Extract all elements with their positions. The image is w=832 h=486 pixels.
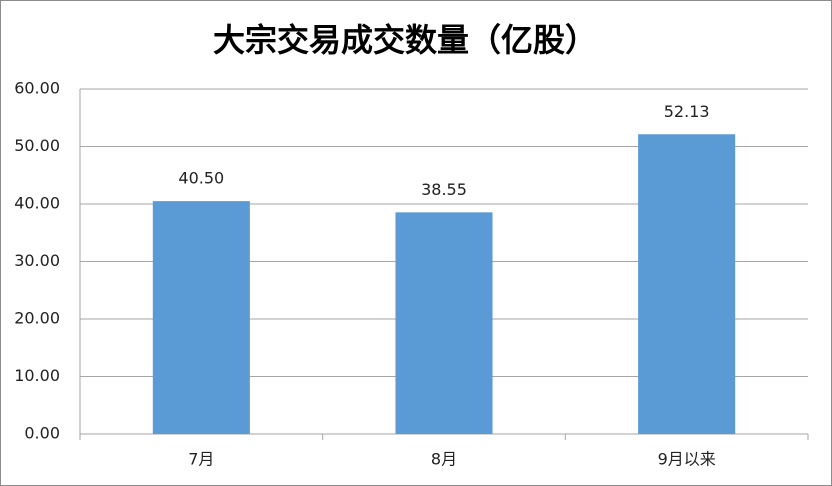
y-tick-label: 20.00 — [14, 309, 60, 328]
bar — [395, 212, 493, 434]
y-tick-label: 10.00 — [14, 366, 60, 385]
x-tick-label: 8月 — [431, 450, 457, 469]
y-tick-label: 60.00 — [14, 79, 60, 98]
bar — [152, 201, 250, 434]
y-tick-label: 40.00 — [14, 194, 60, 213]
y-tick-label: 50.00 — [14, 136, 60, 155]
value-label: 40.50 — [178, 169, 224, 188]
x-tick-label: 9月以来 — [658, 450, 716, 469]
chart-title: 大宗交易成交数量（亿股） — [213, 21, 597, 59]
y-tick-label: 30.00 — [14, 251, 60, 270]
value-label: 52.13 — [664, 102, 710, 121]
value-label: 38.55 — [421, 180, 467, 199]
y-tick-label: 0.00 — [24, 424, 60, 443]
x-tick-label: 7月 — [188, 450, 214, 469]
bar — [638, 134, 736, 434]
